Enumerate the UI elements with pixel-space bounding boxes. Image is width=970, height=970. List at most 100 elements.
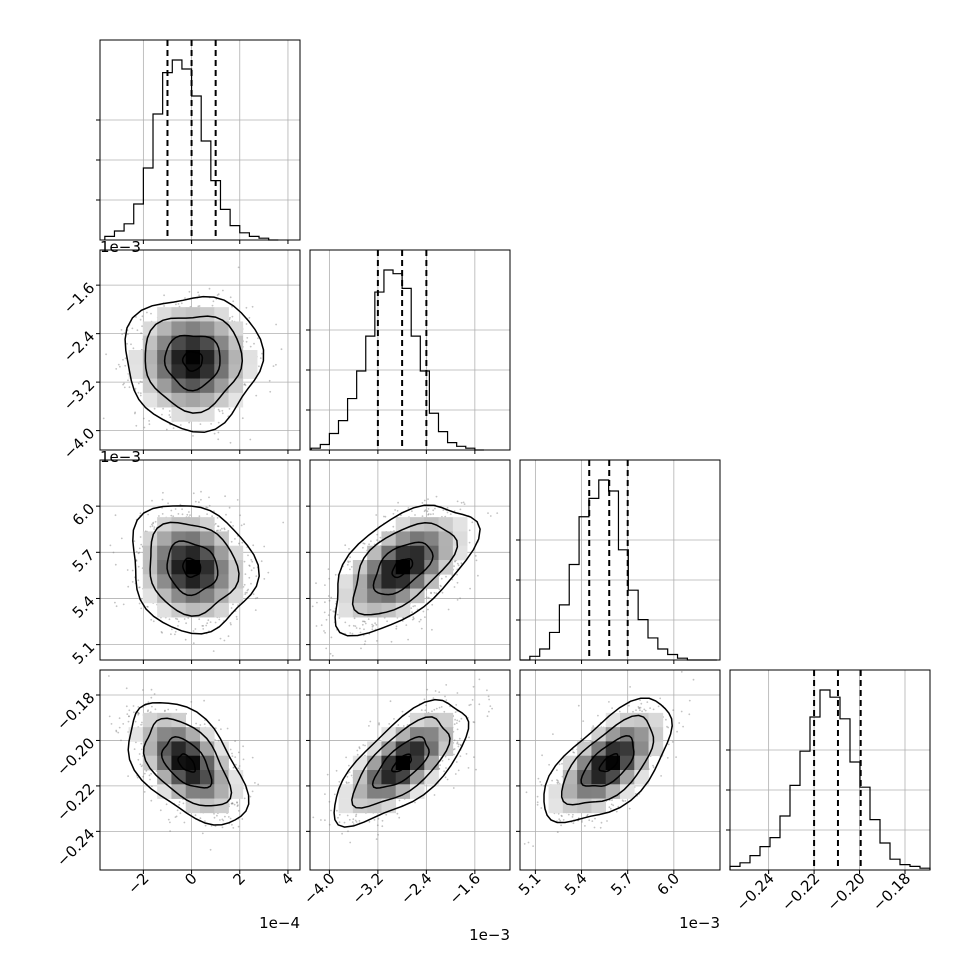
scatter-point [348,548,350,550]
density-cell [185,321,201,337]
scatter-point [370,540,372,543]
scatter-point [349,556,351,559]
scatter-point [135,559,138,562]
scatter-point [422,610,425,613]
corner-panels: −4.0−3.2−2.4−1.61e−35.15.45.76.01e−3−0.2… [53,39,931,944]
scatter-point [208,504,211,507]
scatter-point [230,521,232,524]
scatter-point [183,618,186,620]
density-cell [214,350,229,365]
scatter-point [240,524,243,527]
scatter-point [364,620,366,623]
scatter-point [230,540,233,543]
scatter-point [170,514,173,517]
panel-background [100,40,300,240]
scatter-point [137,579,140,582]
scatter-point [128,386,131,389]
scatter-point [325,618,328,621]
scatter-point [172,427,175,429]
scatter-point [221,527,223,530]
scatter-point [331,654,334,657]
scatter-point [376,533,379,536]
density-cell [200,335,215,351]
scatter-point [363,628,365,631]
scatter-point [153,526,156,529]
scatter-point [211,515,214,518]
scatter-point [135,316,137,318]
scatter-point [179,424,182,426]
scatter-point [374,622,376,625]
scatter-point [348,624,351,627]
scatter-point [427,508,430,510]
scatter-point [229,296,232,299]
scatter-point [407,638,409,641]
scatter-point [230,607,233,609]
scatter-point [197,291,200,294]
scatter-point [259,357,262,360]
scatter-point [214,621,217,624]
scatter-point [142,417,145,420]
density-contour [166,540,219,597]
scatter-point [136,329,139,332]
scatter-point [251,305,254,308]
scatter-point [251,560,254,563]
scatter-point [241,541,244,544]
scatter-point [427,498,429,501]
scatter-point [304,635,306,637]
scatter-point [460,501,463,504]
scatter-point [267,571,270,574]
scatter-point [148,420,151,422]
scatter-point [123,386,126,389]
scatter-point [371,623,373,626]
scatter-point [451,578,454,581]
scatter-point [163,294,166,297]
scatter-point [424,616,426,618]
scatter-point [350,566,353,568]
scatter-point [174,508,177,510]
scatter-point [344,621,347,624]
scatter-point [181,508,184,511]
scatter-panel-0-1 [96,249,301,454]
density-cell [410,545,425,561]
scatter-point [198,305,201,307]
scatter-point [243,583,246,586]
density-cell [338,574,354,589]
scatter-point [397,501,399,504]
scatter-point [141,315,144,318]
density-contour [149,521,240,617]
scatter-point [332,610,335,613]
scatter-point [217,529,219,532]
scatter-point [349,560,351,563]
scatter-point [170,509,173,512]
scatter-point [330,596,333,599]
scatter-point [133,540,136,542]
scatter-point [250,559,253,561]
scatter-point [235,615,238,618]
scatter-point [177,513,180,515]
scatter-point [412,617,415,620]
density-cell [424,531,439,547]
scatter-point [328,577,331,580]
scatter-point [205,506,208,509]
scatter-point [213,432,216,435]
scatter-point [175,303,177,306]
density-contour [124,295,265,434]
scatter-point [216,294,219,296]
scatter-point [124,357,127,360]
scatter-point [230,623,232,626]
scatter-point [139,512,142,515]
scatter-point [329,609,332,611]
scatter-point [152,522,154,525]
scatter-point [347,560,349,563]
density-cell [171,364,187,379]
scatter-point [140,543,143,546]
scatter-point [468,529,471,532]
scatter-point [363,542,366,545]
scatter-point [168,618,171,621]
scatter-point [228,318,231,321]
density-cell [395,531,411,547]
scatter-point [120,537,123,540]
scatter-point [431,628,433,631]
scatter-point [236,499,239,501]
